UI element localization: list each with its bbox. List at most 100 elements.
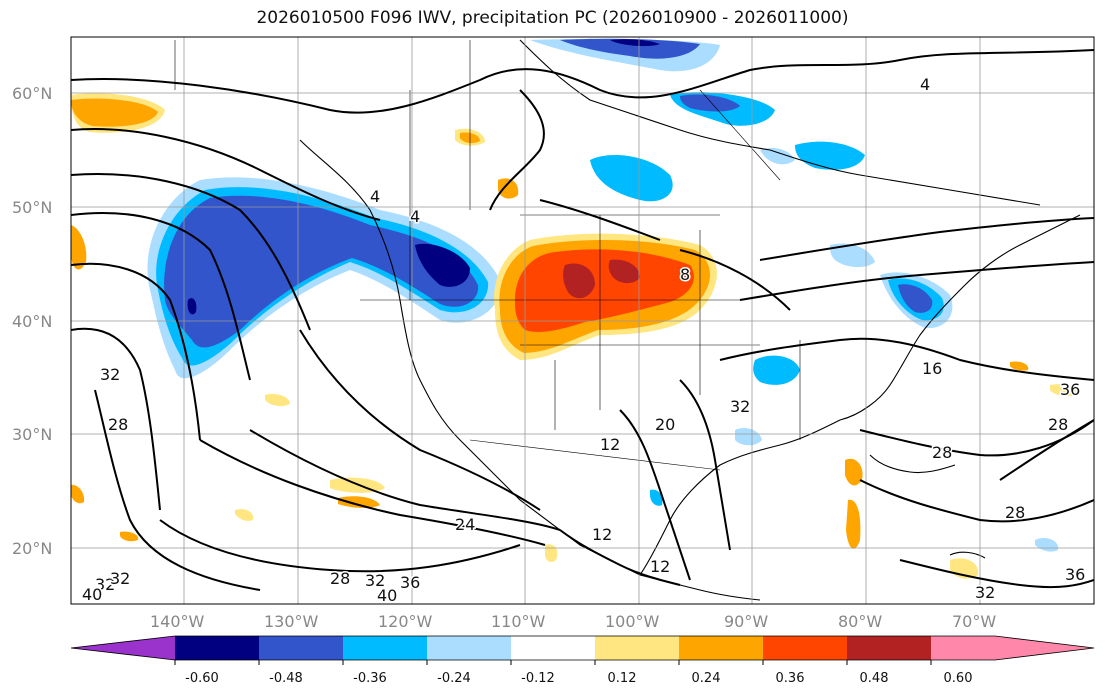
contour-labels: 4 4 4 8 16 32 28 28 28 28 24 12 12 12 28… <box>81 74 1087 605</box>
colorbar-tick-label: -0.24 <box>437 671 471 686</box>
chart-title: 2026010500 F096 IWV, precipitation PC (2… <box>256 8 849 28</box>
colorbar: -0.60 -0.48 -0.36 -0.24 -0.12 0.12 0.24 … <box>70 635 1095 686</box>
shade-ne-blue <box>898 284 933 313</box>
contour-label: 28 <box>1005 503 1025 522</box>
contour-label: 12 <box>600 435 620 454</box>
lat-label-40n: 40°N <box>12 312 52 331</box>
shade-atl-orange-2 <box>1050 384 1076 397</box>
lon-label-70w: 70°W <box>952 612 996 631</box>
shade-atl-orange <box>1010 361 1029 371</box>
shade-pac-blob-3 <box>265 394 290 407</box>
shade-rockies-dark <box>563 263 595 299</box>
colorbar-tick-label: 0.24 <box>692 671 721 686</box>
contour-label: 4 <box>920 75 930 94</box>
colorbar-bin-2 <box>259 636 343 660</box>
contour-label: 40 <box>82 585 102 604</box>
contour-label: 36 <box>400 573 420 592</box>
shade-carib-orange-2 <box>846 499 861 549</box>
colorbar-over <box>995 636 1094 660</box>
contour-label: 4 <box>410 207 420 226</box>
colorbar-bin-8 <box>763 636 847 660</box>
colorbar-bin-10 <box>931 636 995 660</box>
shade-pac-blob-2 <box>338 496 380 508</box>
map-frame <box>70 36 1095 605</box>
shade-pacific-navy-2 <box>187 298 197 315</box>
colorbar-bin-6 <box>595 636 679 660</box>
shade-pac-blob-6 <box>120 531 139 542</box>
contour-label: 12 <box>592 525 612 544</box>
lat-label-50n: 50°N <box>12 198 52 217</box>
shade-rockies-dark-2 <box>608 259 640 284</box>
lon-label-140w: 140°W <box>150 612 205 631</box>
shade-midwest-cyan <box>753 355 800 385</box>
lon-label-80w: 80°W <box>838 612 882 631</box>
colorbar-bin-1 <box>175 636 259 660</box>
lon-label-110w: 110°W <box>491 612 546 631</box>
shade-canada-top-2 <box>560 38 700 59</box>
contour-label: 4 <box>370 187 380 206</box>
colorbar-tick-label: -0.36 <box>353 671 387 686</box>
contour-label: 32 <box>95 575 115 594</box>
colorbar-tick-label: 0.12 <box>608 671 637 686</box>
colorbar-tick-label: -0.12 <box>521 671 555 686</box>
contour-label: 16 <box>922 359 942 378</box>
shade-canada-top-3 <box>610 39 660 47</box>
colorbar-tick-label: -0.60 <box>185 671 219 686</box>
shade-pacific-navy <box>415 243 470 287</box>
contour-label: 28 <box>1048 415 1068 434</box>
lon-label-100w: 100°W <box>605 612 660 631</box>
shade-pacific-orange-2 <box>71 98 158 127</box>
contour-label: 32 <box>975 583 995 602</box>
shade-quebec <box>795 141 865 170</box>
contour-label: 24 <box>455 515 475 534</box>
lat-label-60n: 60°N <box>12 84 52 103</box>
contour-label: 28 <box>330 569 350 588</box>
colorbar-tick-label: -0.48 <box>269 671 303 686</box>
shade-quebec-2 <box>760 148 795 165</box>
shade-sask-orange <box>498 178 519 199</box>
colorbar-ticks <box>174 660 932 665</box>
shade-rockies-red <box>515 249 694 333</box>
shade-lakes-cyan <box>830 243 875 268</box>
lon-label-120w: 120°W <box>378 612 433 631</box>
contour-label: 28 <box>108 415 128 434</box>
shade-gulf-cyan <box>735 428 762 446</box>
shade-pac-blob-5 <box>235 509 254 521</box>
shade-hudson-blue <box>680 94 740 112</box>
contour-label: 36 <box>1065 565 1085 584</box>
iwv-contours <box>71 49 1094 591</box>
shade-central-yellow <box>544 544 558 563</box>
colorbar-tick-label: 0.60 <box>944 671 973 686</box>
colorbar-tick-label: 0.36 <box>776 671 805 686</box>
contour-label: 32 <box>110 569 130 588</box>
shade-manitoba <box>590 155 673 202</box>
shade-carib-orange <box>845 458 863 486</box>
contour-label: 32 <box>100 365 120 384</box>
lat-labels: 60°N 50°N 40°N 30°N 20°N <box>12 84 52 558</box>
gridlines <box>71 37 1094 604</box>
contour-label: 36 <box>1060 380 1080 399</box>
colorbar-bin-5 <box>511 636 595 660</box>
colorbar-bin-9 <box>847 636 931 660</box>
colorbar-tick-label: 0.48 <box>860 671 889 686</box>
shade-pacific-blue <box>164 195 479 348</box>
contour-label: 12 <box>650 557 670 576</box>
map-content: 4 4 4 8 16 32 28 28 28 28 24 12 12 12 28… <box>71 37 1094 605</box>
shade-pac-blob-4 <box>71 484 85 504</box>
contour-label: 28 <box>932 443 952 462</box>
borders <box>174 40 801 471</box>
contour-label: 32 <box>365 571 385 590</box>
contour-label: 32 <box>730 397 750 416</box>
colorbar-bin-3 <box>343 636 427 660</box>
lat-label-30n: 30°N <box>12 425 52 444</box>
shade-west-orange <box>71 225 87 270</box>
contour-label: 20 <box>655 415 675 434</box>
shade-mex-cyan <box>650 489 663 506</box>
colorbar-under <box>71 636 175 660</box>
contour-label: 40 <box>377 586 397 605</box>
lon-labels: 140°W 130°W 120°W 110°W 100°W 90°W 80°W … <box>150 612 996 631</box>
lon-label-130w: 130°W <box>264 612 319 631</box>
colorbar-bin-4 <box>427 636 511 660</box>
colorbar-bin-7 <box>679 636 763 660</box>
